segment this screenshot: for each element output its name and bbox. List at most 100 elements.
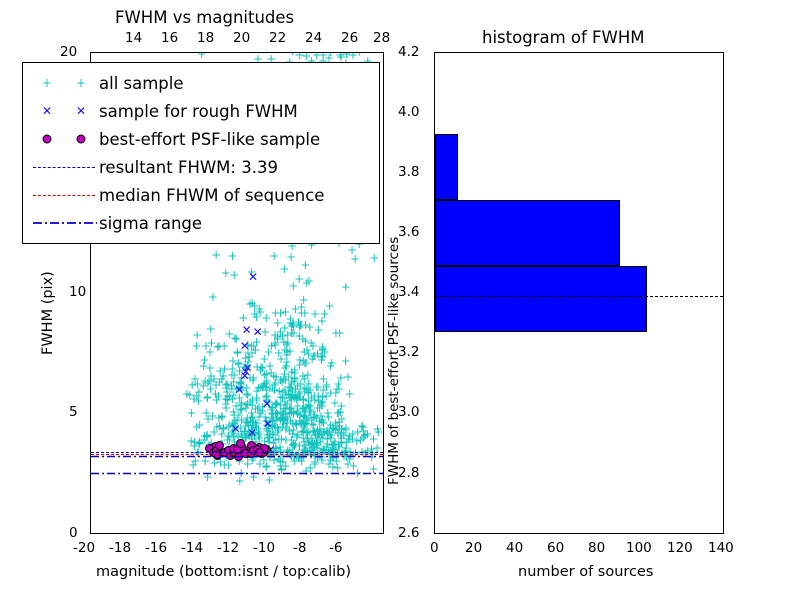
scatter-point: + xyxy=(220,377,231,392)
scatter-point: + xyxy=(303,435,314,450)
scatter-point: + xyxy=(299,372,310,387)
scatter-point: + xyxy=(369,251,380,266)
scatter-point: + xyxy=(242,416,253,431)
scatter-point: + xyxy=(279,262,290,277)
scatter-point: + xyxy=(261,389,272,404)
scatter-point: + xyxy=(263,345,274,360)
scatter-point: + xyxy=(298,392,309,407)
scatter-point: + xyxy=(187,378,198,393)
scatter-point: + xyxy=(285,448,296,463)
scatter-point: + xyxy=(307,417,318,432)
scatter-point: + xyxy=(243,419,254,434)
scatter-point: + xyxy=(267,405,278,420)
scatter-point: + xyxy=(321,377,332,392)
scatter-point: + xyxy=(323,426,334,441)
scatter-point: + xyxy=(257,399,268,414)
scatter-point: + xyxy=(356,419,367,434)
scatter-point: + xyxy=(309,349,320,364)
scatter-point: + xyxy=(247,346,258,361)
scatter-point: + xyxy=(259,433,270,448)
histogram-bar xyxy=(435,200,621,266)
scatter-point: + xyxy=(229,434,240,449)
scatter-point: + xyxy=(213,338,224,353)
scatter-point: + xyxy=(247,373,258,388)
legend-label-resultant-fwhm: resultant FHWM: 3.39 xyxy=(99,157,278,177)
scatter-point: + xyxy=(277,413,288,428)
scatter-point: + xyxy=(330,422,341,437)
scatter-point: + xyxy=(260,390,271,405)
scatter-point: + xyxy=(261,418,272,433)
scatter-point: + xyxy=(253,410,265,425)
scatter-point: + xyxy=(287,383,298,398)
scatter-point: + xyxy=(279,410,290,425)
scatter-point: + xyxy=(242,345,254,360)
scatter-point: + xyxy=(309,455,320,470)
scatter-point: + xyxy=(273,451,284,466)
scatter-point: + xyxy=(194,417,205,432)
scatter-point: + xyxy=(354,237,365,252)
scatter-point: + xyxy=(300,405,311,420)
scatter-point: + xyxy=(301,430,312,445)
scatter-point: + xyxy=(282,397,293,412)
scatter-point: + xyxy=(316,409,327,424)
scatter-point: + xyxy=(331,454,342,469)
scatter-point: + xyxy=(350,446,361,461)
scatter-point: + xyxy=(311,379,322,394)
scatter-point: + xyxy=(280,459,291,474)
scatter-point: + xyxy=(247,295,258,310)
scatter-point: + xyxy=(295,376,306,391)
scatter-point: + xyxy=(359,427,370,442)
scatter-point: + xyxy=(316,353,327,368)
scatter-point: + xyxy=(228,408,240,423)
scatter-point: + xyxy=(255,380,266,395)
scatter-point: + xyxy=(202,427,213,442)
scatter-point: ✕ xyxy=(241,322,252,337)
scatter-point: + xyxy=(317,389,328,404)
scatter-point: + xyxy=(251,334,262,349)
scatter-point: + xyxy=(211,392,222,407)
scatter-point: + xyxy=(204,374,215,388)
scatter-point: + xyxy=(211,420,222,435)
scatter-point: + xyxy=(243,428,254,443)
scatter-point: + xyxy=(288,423,299,438)
scatter-point: ✕ xyxy=(248,269,259,284)
scatter-point: + xyxy=(301,424,312,439)
scatter-point: + xyxy=(222,377,233,392)
scatter-point: + xyxy=(224,326,235,341)
scatter-point: + xyxy=(267,413,278,428)
scatter-point: + xyxy=(312,422,323,437)
scatter-point: + xyxy=(326,428,337,443)
scatter-point: + xyxy=(272,315,283,330)
scatter-point: + xyxy=(213,388,224,403)
scatter-point: + xyxy=(201,405,212,420)
scatter-point: + xyxy=(287,238,298,253)
scatter-point: + xyxy=(333,422,344,437)
scatter-point: + xyxy=(249,428,260,443)
scatter-point: + xyxy=(286,433,297,448)
scatter-point: + xyxy=(316,399,327,414)
scatter-point: + xyxy=(247,393,258,408)
scatter-point: + xyxy=(246,410,257,425)
scatter-point: + xyxy=(289,365,300,380)
scatter-point: + xyxy=(267,400,278,415)
scatter-point: + xyxy=(241,415,252,430)
scatter-point-psf xyxy=(255,448,265,458)
scatter-point: + xyxy=(312,451,323,466)
scatter-point: + xyxy=(207,289,218,304)
scatter-point: + xyxy=(307,338,319,353)
scatter-point: + xyxy=(275,454,286,469)
scatter-point: + xyxy=(260,325,271,340)
scatter-point: + xyxy=(221,381,232,396)
scatter-point: + xyxy=(243,354,254,369)
legend-label-median-fwhm: median FHWM of sequence xyxy=(99,185,325,205)
scatter-point: + xyxy=(290,437,301,452)
scatter-point: + xyxy=(191,389,202,404)
scatter-point: + xyxy=(294,320,305,335)
scatter-point: + xyxy=(288,317,299,332)
scatter-point: + xyxy=(289,439,300,454)
right-xtick-2: 40 xyxy=(506,540,524,556)
scatter-point: + xyxy=(284,380,295,395)
scatter-point: + xyxy=(230,414,241,429)
scatter-point: + xyxy=(289,373,300,388)
scatter-point: + xyxy=(204,360,215,375)
